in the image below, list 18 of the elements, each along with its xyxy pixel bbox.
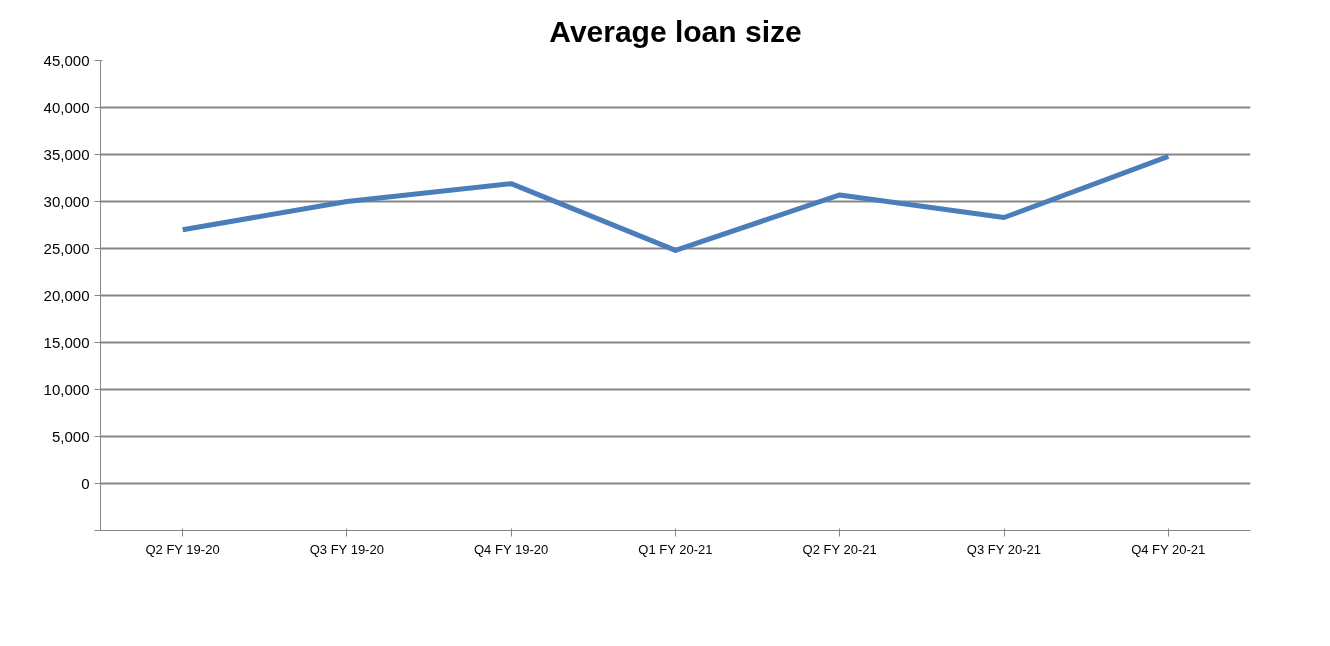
- y-tick-label: 35,000: [43, 145, 90, 163]
- y-tick-label: 5,000: [51, 427, 90, 445]
- y-tick-label: 30,000: [43, 192, 90, 210]
- y-tick-label: 20,000: [43, 286, 90, 304]
- y-tick-label: 0: [81, 474, 90, 492]
- x-tick-label: Q2 FY 20-21: [802, 541, 877, 557]
- y-tick-label: 25,000: [43, 239, 90, 257]
- y-tick-label: 10,000: [43, 380, 90, 398]
- x-tick-label: Q4 FY 19-20: [474, 541, 549, 557]
- x-tick-label: Q3 FY 19-20: [309, 541, 384, 557]
- y-tick-label: 15,000: [43, 333, 90, 351]
- y-tick-label: 45,000: [43, 51, 90, 69]
- x-tick-label: Q2 FY 19-20: [145, 541, 220, 557]
- x-tick-label: Q1 FY 20-21: [638, 541, 713, 557]
- chart-title: Average loan size: [549, 15, 802, 48]
- x-tick-label: Q4 FY 20-21: [1131, 541, 1206, 557]
- x-tick-label: Q3 FY 20-21: [966, 541, 1042, 557]
- y-tick-label: 40,000: [43, 98, 90, 116]
